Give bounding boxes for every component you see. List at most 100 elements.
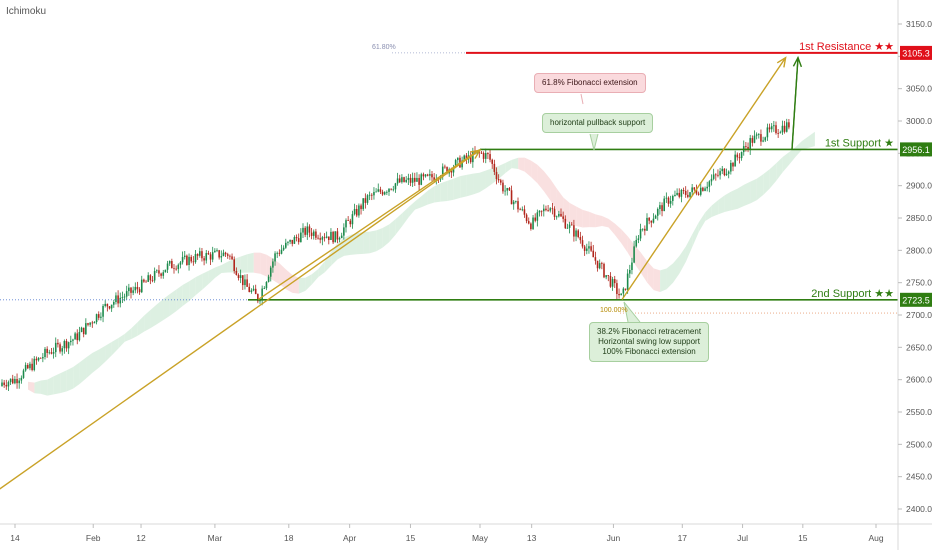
candle-body xyxy=(424,174,427,177)
x-tick-label: Feb xyxy=(86,533,101,543)
candle-body xyxy=(420,174,423,185)
level-price-tag: 3105.3 xyxy=(902,48,930,58)
candle-body xyxy=(222,252,225,257)
candle-body xyxy=(332,231,334,243)
candle-body xyxy=(211,252,214,260)
candle-body xyxy=(115,295,117,302)
candle-body xyxy=(749,138,751,150)
candle-body xyxy=(441,166,444,177)
candle-body xyxy=(37,357,40,361)
candle-body xyxy=(291,239,294,244)
candle-body xyxy=(495,171,498,180)
candle-body xyxy=(300,232,302,243)
swing-note-pointer xyxy=(623,301,641,323)
candle-body xyxy=(108,306,111,309)
candle-body xyxy=(457,157,459,161)
candle-body xyxy=(381,191,384,195)
cloud-band xyxy=(318,261,325,278)
candle-body xyxy=(452,167,455,173)
cloud-band xyxy=(802,136,809,150)
candle-body xyxy=(562,216,564,219)
candle-body xyxy=(95,314,98,323)
candle-body xyxy=(618,293,620,296)
candle-body xyxy=(586,248,588,251)
x-tick-label: Jul xyxy=(737,533,748,543)
candle-body xyxy=(654,215,657,219)
candle-body xyxy=(248,286,251,293)
candle-body xyxy=(755,134,758,136)
candle-body xyxy=(388,188,390,192)
x-tick-label: 15 xyxy=(406,533,416,543)
candle-body xyxy=(263,288,266,289)
cloud-band xyxy=(485,168,493,189)
candle-body xyxy=(512,201,515,205)
cloud-band xyxy=(434,183,441,203)
candle-body xyxy=(52,352,55,354)
candle-body xyxy=(704,188,706,191)
candle-body xyxy=(132,290,134,293)
cloud-band xyxy=(776,157,783,181)
candle-body xyxy=(551,208,554,210)
cloud-band xyxy=(253,252,261,274)
candle-body xyxy=(622,288,625,294)
candle-body xyxy=(14,378,16,384)
candle-body xyxy=(745,146,747,147)
cloud-band xyxy=(60,370,67,394)
cloud-band xyxy=(705,205,712,221)
candle-body xyxy=(328,236,330,241)
cloud-band xyxy=(692,222,699,247)
candle-body xyxy=(102,305,104,317)
candle-body xyxy=(252,288,255,291)
cloud-band xyxy=(576,206,583,228)
candle-body xyxy=(465,155,468,160)
candle-body xyxy=(119,297,122,304)
cloud-band xyxy=(247,252,254,273)
cloud-band xyxy=(524,157,532,178)
cloud-band xyxy=(660,268,667,292)
cloud-band xyxy=(118,333,125,349)
y-tick-label: 2700.0 xyxy=(906,310,932,320)
candle-body xyxy=(407,177,410,180)
candle-body xyxy=(29,363,31,369)
candle-body xyxy=(325,236,328,238)
candle-body xyxy=(519,209,521,211)
x-tick-label: Jun xyxy=(607,533,621,543)
y-tick-label: 2900.0 xyxy=(906,181,932,191)
candle-body xyxy=(175,268,177,270)
candle-body xyxy=(736,154,739,158)
candle-body xyxy=(338,238,341,240)
cloud-band xyxy=(34,380,41,394)
candle-body xyxy=(785,122,788,132)
candle-body xyxy=(579,237,582,241)
candle-body xyxy=(203,258,205,261)
cloud-band xyxy=(369,230,377,254)
candle-body xyxy=(633,246,635,263)
candle-body xyxy=(1,382,3,387)
candle-body xyxy=(87,323,89,325)
cloud-band xyxy=(137,315,145,336)
cloud-band xyxy=(511,157,519,169)
candle-body xyxy=(523,209,526,215)
candle-body xyxy=(18,380,20,384)
candle-body xyxy=(177,264,180,270)
candle-body xyxy=(280,249,283,254)
cloud-band xyxy=(215,265,222,278)
fib-100-tag: 100.00% xyxy=(600,307,628,314)
candle-body xyxy=(214,250,216,253)
candle-body xyxy=(347,220,349,221)
candle-body xyxy=(295,237,298,239)
candle-body xyxy=(723,168,726,176)
candle-body xyxy=(162,272,165,276)
candle-body xyxy=(231,256,233,260)
candle-body xyxy=(72,339,74,341)
candle-body xyxy=(678,192,681,197)
candle-body xyxy=(508,188,511,191)
candle-body xyxy=(360,205,362,210)
candle-body xyxy=(97,314,100,318)
cloud-band xyxy=(298,277,306,294)
candle-body xyxy=(753,135,756,143)
candle-body xyxy=(689,192,691,197)
cloud-band xyxy=(157,298,164,325)
cloud-band xyxy=(331,243,338,266)
candle-body xyxy=(46,348,48,353)
